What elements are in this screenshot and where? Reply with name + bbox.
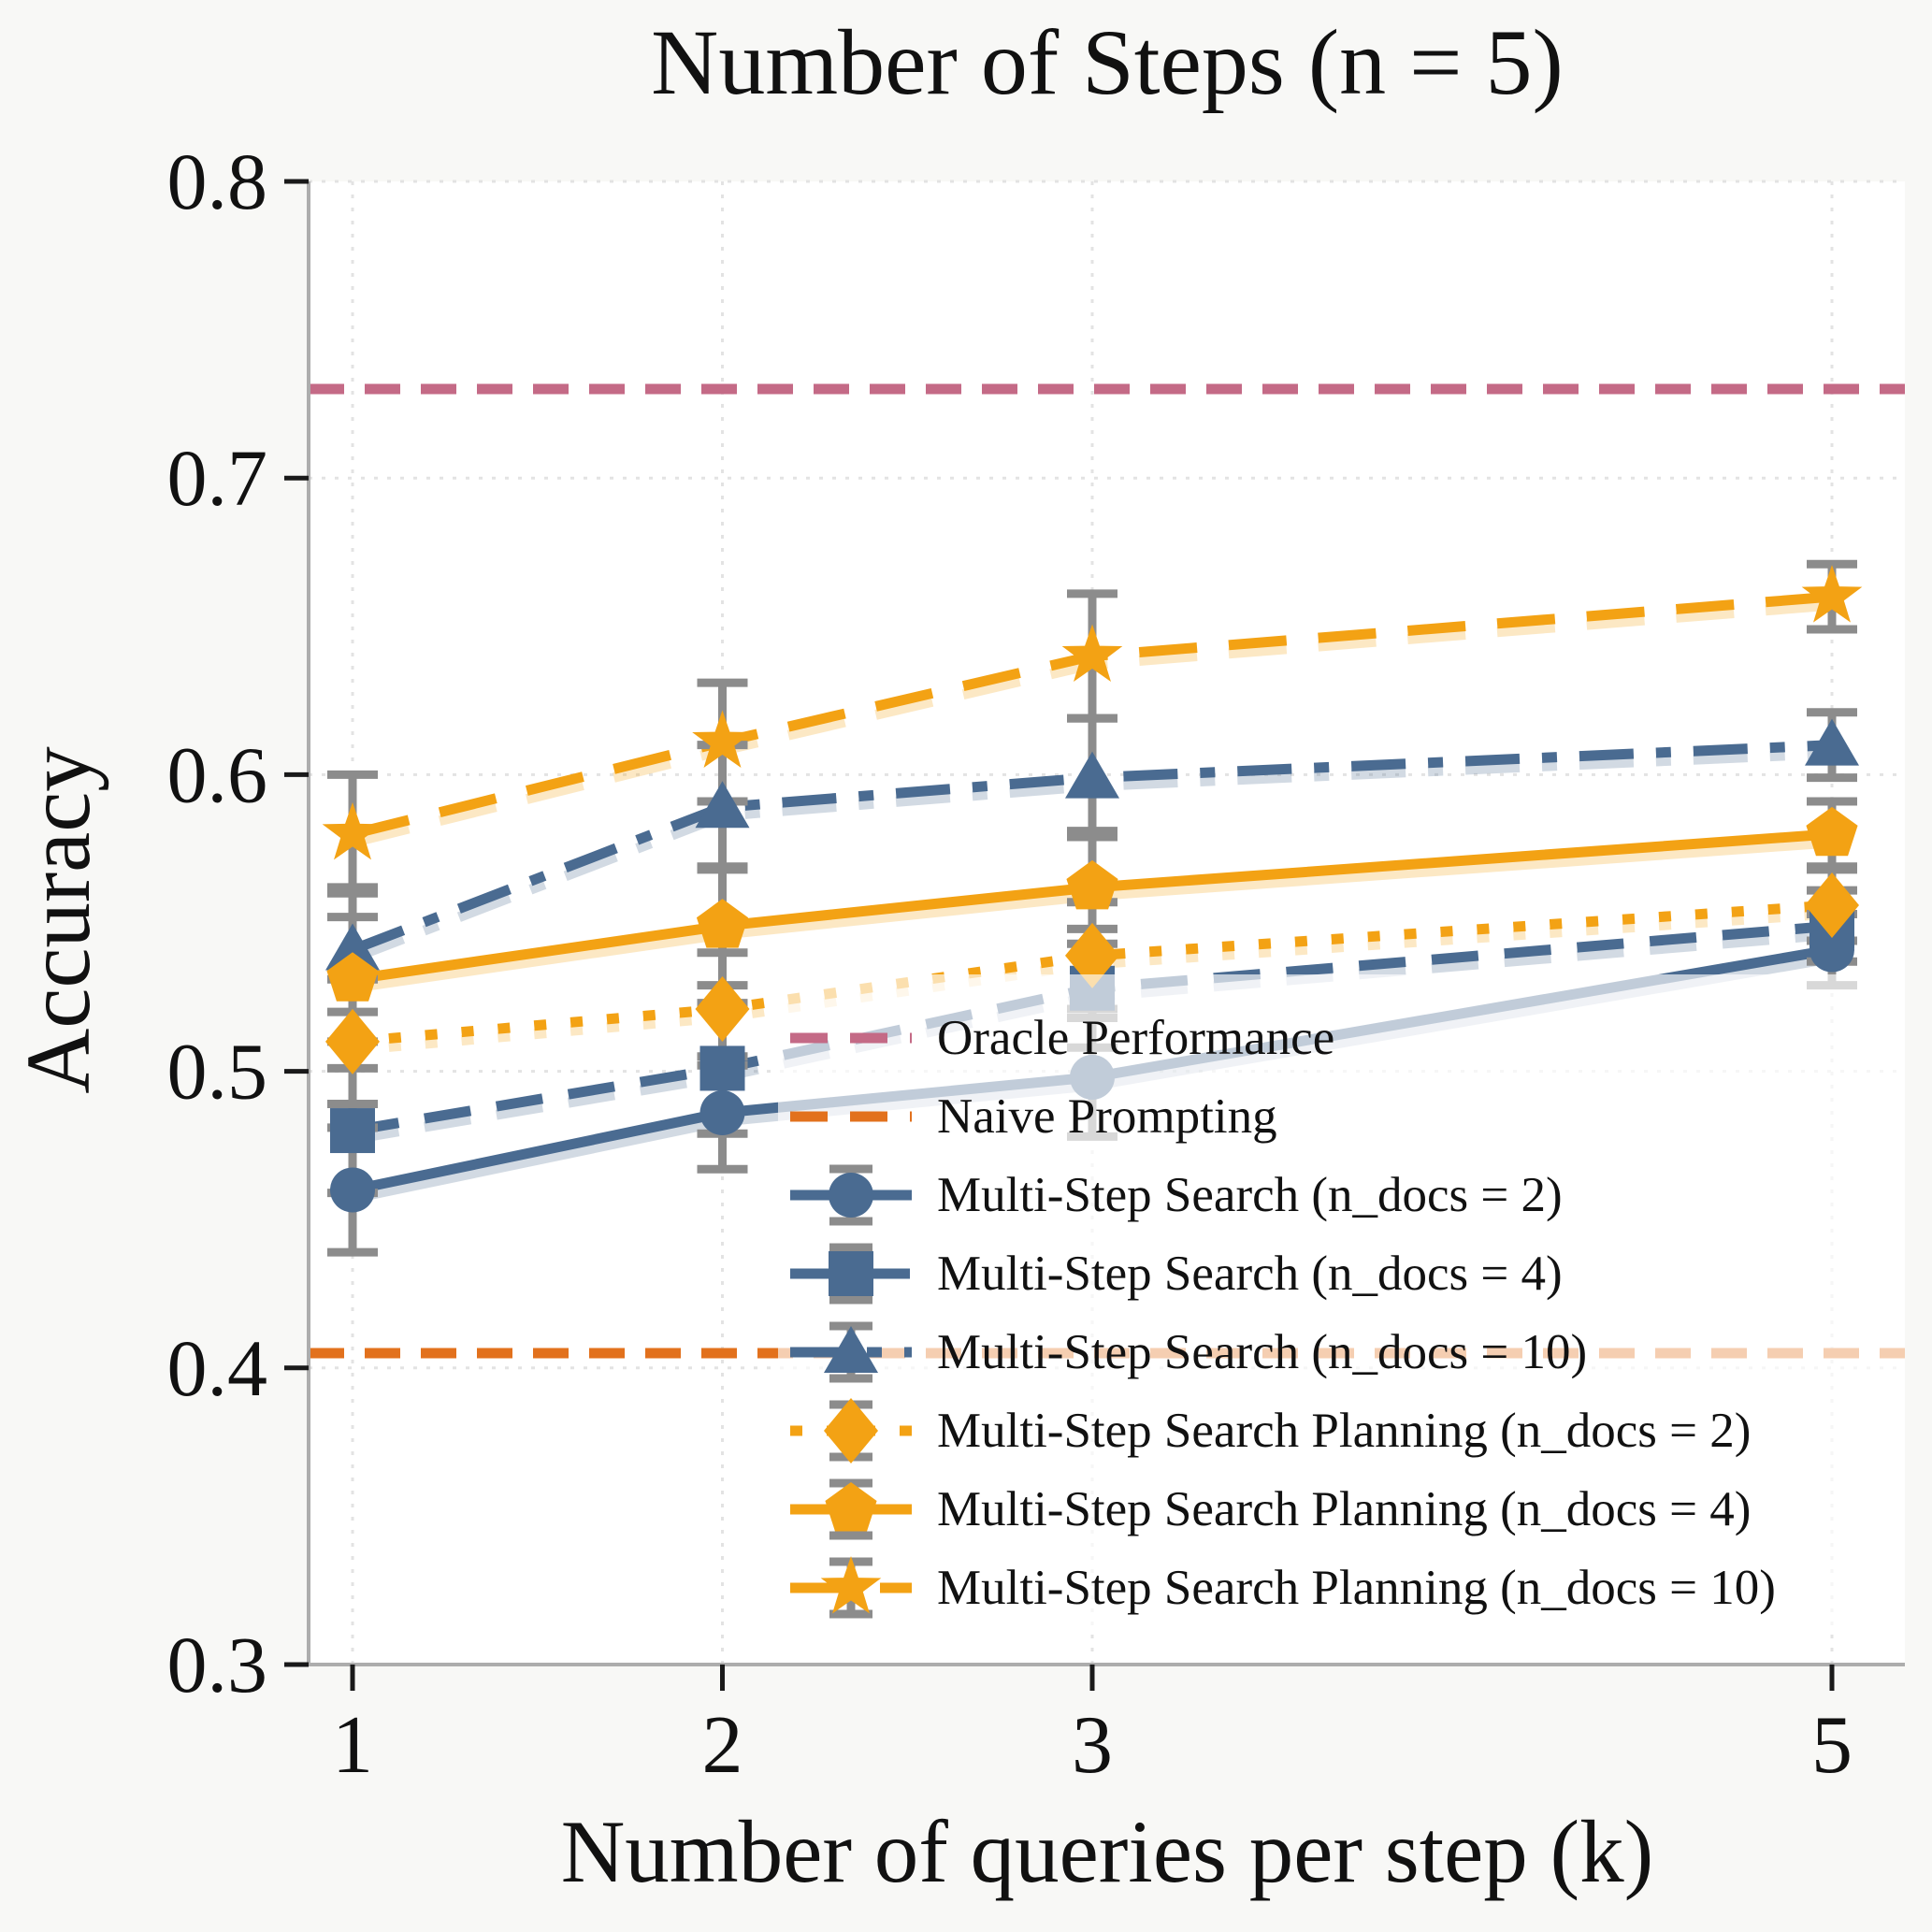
y-tick-label: 0.6	[167, 729, 268, 819]
data-point-diamond	[1805, 872, 1859, 938]
legend-marker-square	[829, 1251, 873, 1296]
legend: Oracle Performance Naive Prompting Multi-S…	[778, 974, 1905, 1632]
data-point-pentagon	[696, 899, 749, 948]
data-point-star	[692, 710, 753, 769]
series-line-shadow	[352, 929, 1833, 1145]
legend-entry: Multi-Step Search (n_docs = 10)	[790, 1321, 1587, 1383]
legend-entry: Oracle Performance	[790, 1011, 1334, 1065]
data-point-square	[699, 1045, 745, 1091]
series-line-shadow	[351, 748, 1833, 963]
y-tick-label: 0.5	[167, 1027, 268, 1117]
data-point-pentagon	[326, 952, 379, 1002]
legend-marker-triangle	[824, 1326, 878, 1373]
chart-title: Number of Steps (n = 5)	[651, 10, 1564, 114]
data-point-triangle	[1805, 718, 1859, 766]
legend-background	[778, 974, 1905, 1632]
data-point-diamond	[1065, 922, 1119, 988]
data-point-triangle	[695, 781, 750, 829]
data-point-circle	[330, 1167, 375, 1213]
x-tick-label: 1	[332, 1700, 373, 1791]
x-tick-label: 3	[1072, 1700, 1113, 1791]
data-point-star	[1801, 565, 1863, 623]
legend-label: Oracle Performance	[937, 1011, 1334, 1065]
x-tick-label: 2	[702, 1700, 743, 1791]
legend-marker-star	[820, 1556, 882, 1614]
axes: 0.3 0.4 0.5 0.6 0.7 0.8 1 2 3 5	[167, 137, 1905, 1791]
y-axis-label: Accuracy	[8, 746, 108, 1094]
legend-label: Multi-Step Search (n_docs = 2)	[937, 1168, 1563, 1222]
legend-marker-diamond	[824, 1398, 878, 1463]
x-axis-label: Number of queries per step (k)	[561, 1802, 1654, 1901]
y-tick-label: 0.8	[167, 137, 268, 226]
data-point-pentagon	[1806, 806, 1858, 857]
series-line	[352, 829, 1833, 985]
legend-marker-pentagon	[825, 1482, 877, 1532]
series-line	[351, 740, 1833, 955]
data-point-triangle	[1065, 751, 1119, 799]
data-point-diamond	[695, 975, 750, 1042]
y-tick-label: 0.3	[167, 1620, 268, 1709]
data-point-diamond	[325, 1008, 380, 1074]
legend-entry: Multi-Step Search Planning (n_docs = 10)	[790, 1556, 1776, 1619]
legend-label: Multi-Step Search (n_docs = 4)	[937, 1247, 1563, 1301]
legend-label: Multi-Step Search Planning (n_docs = 2)	[937, 1404, 1751, 1458]
legend-entry: Multi-Step Search Planning (n_docs = 2)	[790, 1398, 1751, 1463]
y-tick-label: 0.4	[167, 1323, 268, 1413]
data-point-star	[322, 801, 383, 860]
y-tick-label: 0.7	[167, 433, 268, 523]
legend-entry: Multi-Step Search Planning (n_docs = 4)	[790, 1478, 1751, 1540]
legend-marker-circle	[829, 1173, 873, 1218]
data-point-star	[1061, 624, 1123, 683]
data-point-pentagon	[1066, 859, 1118, 910]
series-line	[351, 591, 1833, 840]
legend-label: Naive Prompting	[937, 1089, 1277, 1144]
data-point-square	[330, 1108, 375, 1154]
legend-label: Multi-Step Search (n_docs = 10)	[937, 1325, 1587, 1379]
legend-label: Multi-Step Search Planning (n_docs = 4)	[937, 1482, 1751, 1536]
series-line	[352, 920, 1833, 1136]
series-line-shadow	[352, 837, 1833, 993]
legend-entry: Multi-Step Search (n_docs = 4)	[790, 1243, 1563, 1305]
data-point-circle	[699, 1090, 745, 1136]
x-tick-label: 5	[1811, 1700, 1853, 1791]
legend-label: Multi-Step Search Planning (n_docs = 10)	[937, 1561, 1776, 1615]
series-line-shadow	[351, 599, 1833, 848]
legend-entry: Multi-Step Search (n_docs = 2)	[790, 1164, 1563, 1226]
data-point-triangle	[325, 923, 380, 971]
legend-entry: Naive Prompting	[790, 1089, 1277, 1144]
